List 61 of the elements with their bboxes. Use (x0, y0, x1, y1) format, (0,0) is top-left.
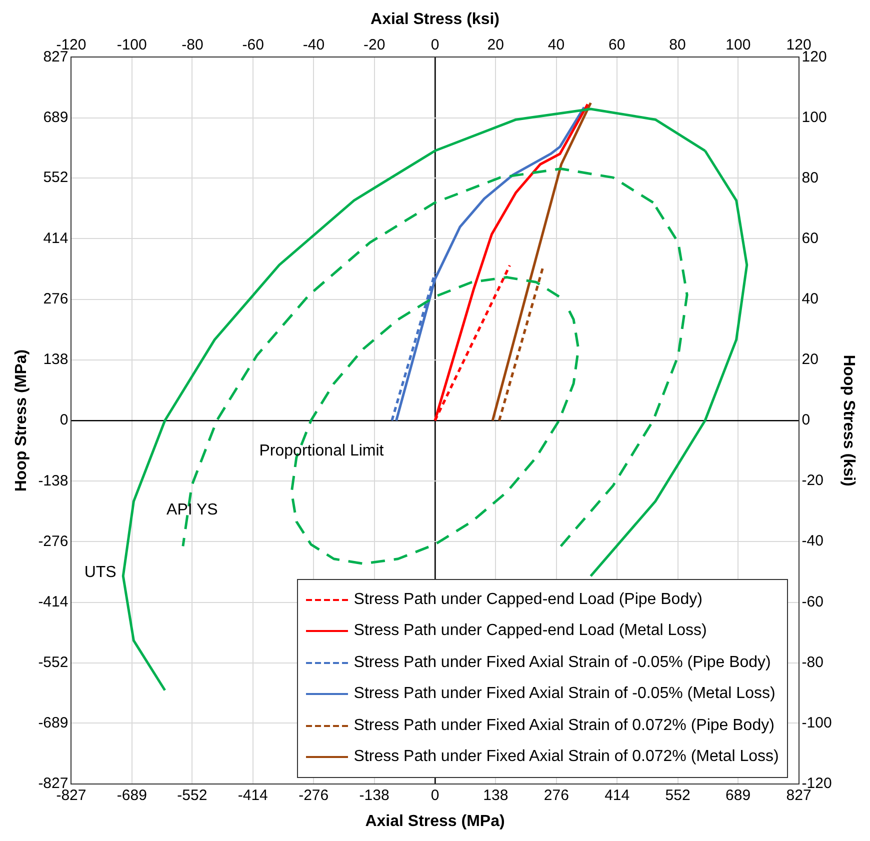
x-tick-label: -552 (177, 786, 208, 804)
x-tick-label: -827 (56, 786, 86, 804)
annotation: API YS (166, 502, 218, 519)
y2-tick-label: 80 (802, 169, 818, 186)
legend-label: Stress Path under Fixed Axial Strain of -0.05% (Metal Loss) (354, 685, 776, 704)
legend-label: Stress Path under Capped-end Load (Pipe Body) (354, 590, 702, 609)
y2-tick-label: 60 (802, 230, 818, 247)
legend-label: Stress Path under Fixed Axial Strain of -0.05% (Pipe Body) (354, 654, 771, 672)
x-tick-label: 414 (604, 786, 630, 804)
x-tick-label: -689 (116, 786, 147, 804)
y2-tick-label: 20 (802, 351, 818, 368)
y2-tick-label: -80 (802, 654, 824, 671)
y2-tick-label: -20 (802, 472, 824, 490)
x-tick-label: 552 (665, 786, 690, 804)
y-tick-label: -552 (38, 654, 68, 672)
y2-tick-label: -60 (802, 593, 824, 610)
x-tick-label: 827 (786, 786, 812, 804)
x-tick-label: 0 (430, 786, 440, 804)
y-tick-label: 827 (43, 48, 68, 66)
x2-axis-title: Axial Stress (ksi) (370, 11, 500, 28)
x-tick-label: -414 (238, 786, 268, 804)
y-tick-label: -689 (38, 714, 68, 732)
x-tick-label: 138 (483, 786, 508, 804)
x-tick-label: 689 (726, 786, 751, 804)
x-tick-label: -138 (359, 786, 390, 804)
x-tick-label: 276 (544, 786, 569, 804)
y2-tick-label: 0 (802, 412, 810, 429)
y2-axis-title: Hoop Stress (ksi) (840, 354, 857, 486)
y-tick-label: -414 (38, 594, 68, 611)
y-axis-title: Hoop Stress (MPa) (13, 349, 30, 492)
y-tick-label: -276 (38, 532, 68, 550)
y-tick-label: 552 (43, 169, 68, 186)
y2-tick-label: 40 (802, 290, 818, 308)
x-axis-title: Axial Stress (MPa) (365, 812, 505, 830)
legend-label: Stress Path under Fixed Axial Strain of 0.072% (Metal Loss) (354, 748, 779, 766)
y2-tick-label: -40 (802, 532, 824, 550)
x2-tick-label: 80 (669, 36, 686, 54)
x2-tick-label: -60 (242, 36, 264, 54)
y-tick-label: -138 (38, 472, 68, 490)
y2-tick-label: 120 (802, 48, 827, 66)
x2-tick-label: -100 (116, 36, 147, 54)
y-tick-label: 276 (43, 290, 68, 308)
legend-label: Stress Path under Capped-end Load (Metal Loss) (354, 622, 707, 640)
x2-tick-label: 40 (548, 36, 565, 54)
x-tick-label: -276 (298, 786, 329, 804)
x2-tick-label: 20 (487, 36, 504, 54)
x2-tick-label: 60 (608, 36, 626, 54)
y-tick-label: 0 (60, 412, 68, 429)
legend-label: Stress Path under Fixed Axial Strain of 0.072% (Pipe Body) (354, 716, 774, 735)
x2-tick-label: -40 (302, 36, 325, 54)
y2-tick-label: 100 (802, 108, 827, 126)
y-tick-label: 689 (43, 108, 68, 126)
x2-tick-label: 0 (430, 36, 440, 54)
y-tick-label: 138 (43, 351, 68, 368)
annotation: UTS (84, 564, 116, 581)
x2-tick-label: -80 (182, 36, 204, 54)
x2-tick-label: 100 (726, 36, 751, 54)
annotation: Proportional Limit (259, 442, 384, 460)
y-tick-label: 414 (43, 230, 68, 247)
x2-tick-label: -20 (364, 36, 386, 54)
y2-tick-label: -100 (802, 714, 832, 732)
